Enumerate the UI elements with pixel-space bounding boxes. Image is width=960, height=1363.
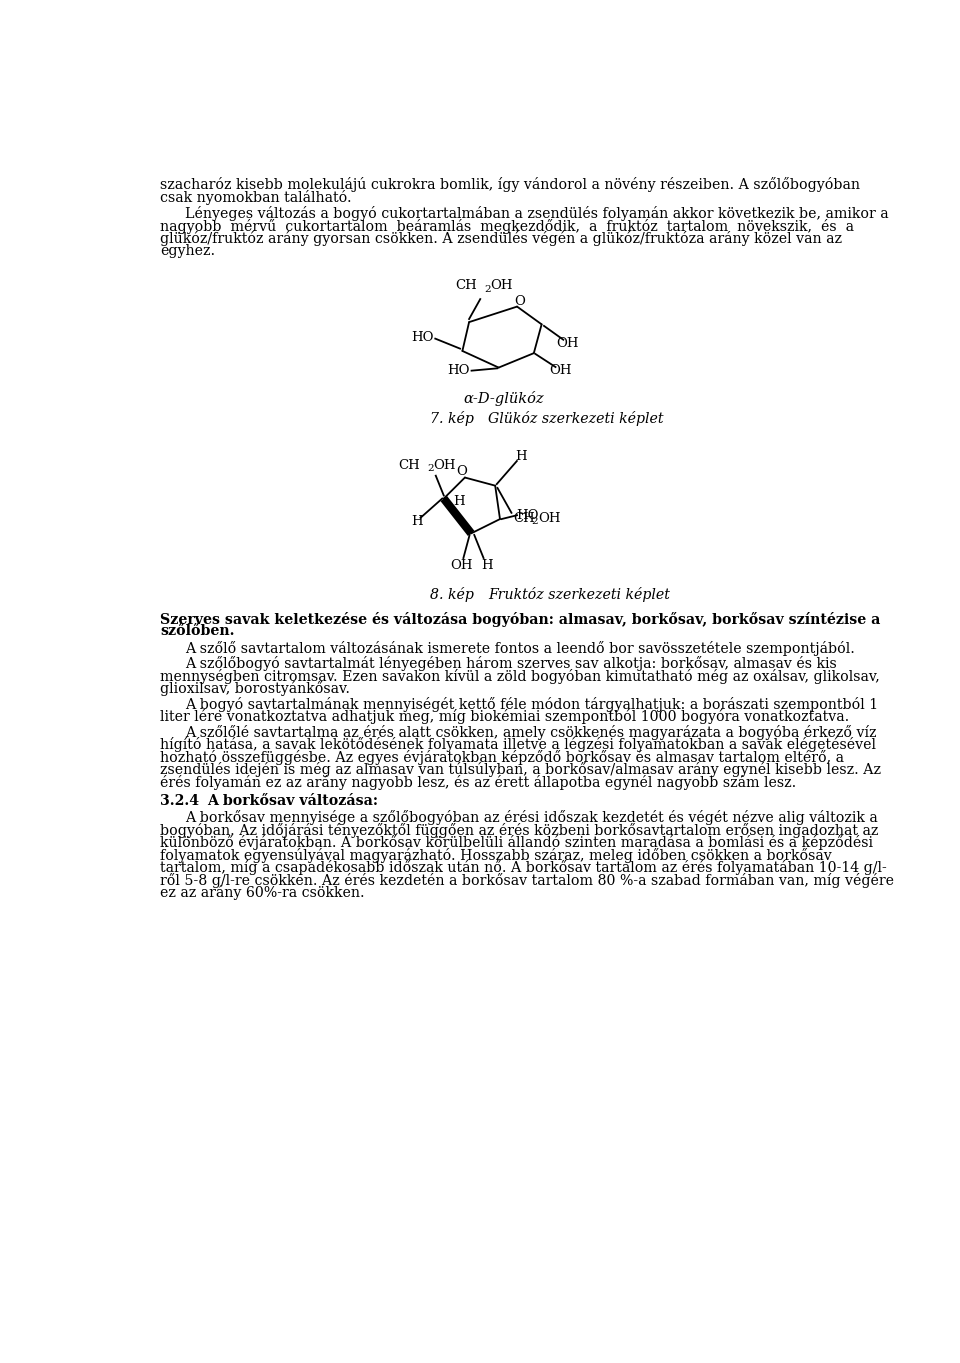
Text: OH: OH	[556, 337, 579, 350]
Text: CH: CH	[513, 511, 535, 525]
Text: 2: 2	[532, 517, 539, 526]
Text: H: H	[481, 559, 492, 572]
Text: H: H	[411, 515, 422, 527]
Text: folyamatok egyensúlyával magyarázható. Hosszabb száraz, meleg időben csökken a b: folyamatok egyensúlyával magyarázható. H…	[160, 848, 832, 863]
Text: OH: OH	[538, 511, 561, 525]
Text: Lényeges változás a bogyó cukortartalmában a zsendülés folyamán akkor következik: Lényeges változás a bogyó cukortartalmáb…	[185, 206, 889, 221]
Text: tartalom, míg a csapadékosabb időszak után nő. A borkősav tartalom az érés folya: tartalom, míg a csapadékosabb időszak ut…	[160, 860, 887, 875]
Text: zsendülés idején is még az almasav van túlsúlyban, a borkősav/almasav arány egyn: zsendülés idején is még az almasav van t…	[160, 762, 881, 777]
Text: CH: CH	[398, 459, 420, 472]
Text: nagyobb  mérvű  cukortartalom  beáramlás  megkezdődik,  a  fruktóz  tartalom  nö: nagyobb mérvű cukortartalom beáramlás me…	[160, 218, 854, 233]
Text: A bogyó savtartalmának mennyiségét kettő féle módon tárgyalhatjuk: a borászati s: A bogyó savtartalmának mennyiségét kettő…	[185, 696, 878, 711]
Text: egyhez.: egyhez.	[160, 244, 215, 258]
Text: ez az arány 60%-ra csökken.: ez az arány 60%-ra csökken.	[160, 886, 365, 901]
Text: α-D-glükóz: α-D-glükóz	[464, 391, 544, 406]
Text: különböző évjáratokban. A borkősav körülbelüli állandó szinten maradása a bomlás: különböző évjáratokban. A borkősav körül…	[160, 836, 874, 851]
Text: A borkősav változása:: A borkősav változása:	[206, 795, 378, 808]
Text: hozható összefüggésbe. Az egyes évjáratokban képződő borkősav és almasav tartalo: hozható összefüggésbe. Az egyes évjárato…	[160, 750, 844, 765]
Text: OH: OH	[491, 279, 513, 293]
Text: Szerves savak keletkezése és változása bogyóban: almasav, borkősav, borkősav szí: Szerves savak keletkezése és változása b…	[160, 612, 880, 627]
Text: hígító hatása, a savak lekötődésének folyamata illetve a légzési folyamatokban a: hígító hatása, a savak lekötődésének fol…	[160, 737, 876, 752]
Text: A szőlőbogyó savtartalmát lényegében három szerves sav alkotja: borkősav, almasa: A szőlőbogyó savtartalmát lényegében hár…	[185, 656, 837, 672]
Text: csak nyomokban található.: csak nyomokban található.	[160, 189, 352, 204]
Text: Fruktóz szerkezeti képlet: Fruktóz szerkezeti képlet	[488, 587, 670, 602]
Text: H: H	[453, 495, 465, 508]
Text: glükóz/fruktóz arány gyorsan csökken. A zsendülés végén a glükóz/fruktóza arány : glükóz/fruktóz arány gyorsan csökken. A …	[160, 232, 842, 247]
Text: érés folyamán ez az arány nagyobb lesz, és az érett állapotba egynél nagyobb szá: érés folyamán ez az arány nagyobb lesz, …	[160, 774, 797, 789]
Text: A szőlőlé savtartalma az érés alatt csökken, amely csökkenés magyarázata a bogyó: A szőlőlé savtartalma az érés alatt csök…	[185, 725, 876, 740]
Text: Glükóz szerkezeti képlet: Glükóz szerkezeti képlet	[488, 410, 663, 425]
Text: A szőlő savtartalom változásának ismerete fontos a leendő bor savösszetétele sze: A szőlő savtartalom változásának ismeret…	[185, 641, 855, 656]
Text: liter lére vonatkoztatva adhatjuk meg, míg biokémiai szempontból 1000 bogyóra vo: liter lére vonatkoztatva adhatjuk meg, m…	[160, 709, 850, 724]
Text: 2: 2	[484, 285, 491, 293]
Text: H: H	[516, 450, 527, 463]
Text: OH: OH	[450, 559, 473, 572]
Text: 7. kép: 7. kép	[430, 410, 474, 425]
Text: HO: HO	[411, 331, 433, 343]
Text: szőlőben.: szőlőben.	[160, 624, 235, 638]
Text: OH: OH	[549, 364, 571, 378]
Text: O: O	[515, 294, 526, 308]
Text: szacharóz kisebb molekulájú cukrokra bomlik, így vándorol a növény részeiben. A : szacharóz kisebb molekulájú cukrokra bom…	[160, 177, 860, 192]
Text: A borkősav mennyisége a szőlőbogyóban az érési időszak kezdetét és végét nézve a: A borkősav mennyisége a szőlőbogyóban az…	[185, 811, 877, 826]
Text: OH: OH	[434, 459, 456, 472]
Text: bogyóban. Az időjárási tényezőktől függően az érés közbeni borkősavtartalom erős: bogyóban. Az időjárási tényezőktől függő…	[160, 823, 878, 838]
Text: 2: 2	[427, 465, 434, 473]
Text: 3.2.4: 3.2.4	[160, 795, 200, 808]
Text: glioxilsav, borostyánkősav.: glioxilsav, borostyánkősav.	[160, 682, 350, 696]
Text: O: O	[456, 465, 468, 478]
Text: CH: CH	[455, 279, 477, 293]
Text: HO: HO	[516, 508, 539, 522]
Text: ről 5-8 g/l-re csökken. Az érés kezdetén a borkősav tartalom 80 %-a szabad formá: ről 5-8 g/l-re csökken. Az érés kezdetén…	[160, 872, 895, 887]
Text: HO: HO	[447, 364, 469, 378]
Text: mennységben citromsav. Ezen savakon kívül a zöld bogyóban kimutatható még az oxá: mennységben citromsav. Ezen savakon kívü…	[160, 669, 880, 684]
Text: 8. kép: 8. kép	[430, 587, 474, 602]
